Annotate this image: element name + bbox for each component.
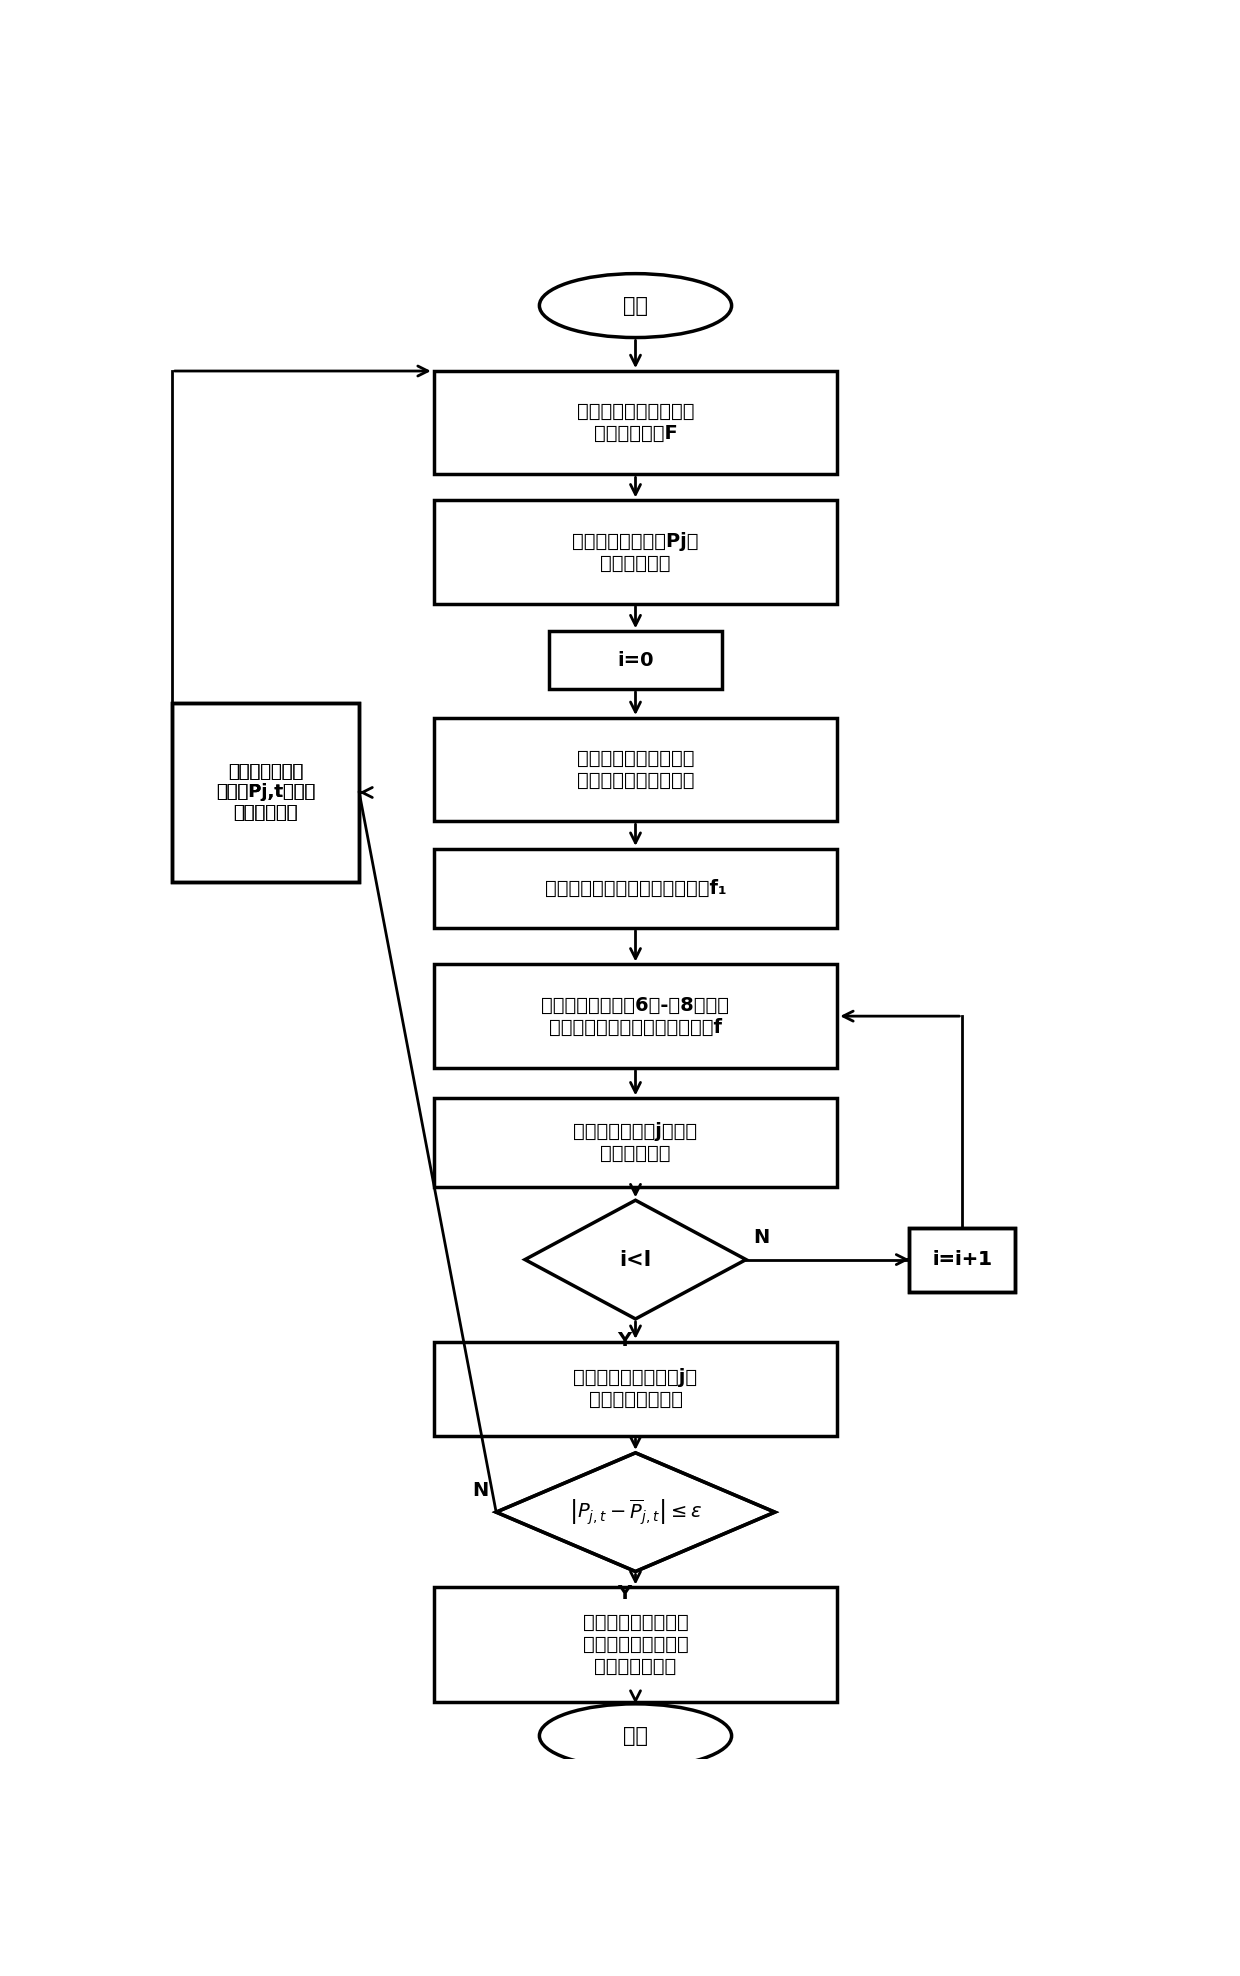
Bar (434, 1587, 837, 1701)
Bar (434, 500, 837, 605)
Bar (434, 964, 837, 1067)
Bar (434, 371, 837, 474)
Bar (909, 1227, 1016, 1292)
Text: Y: Y (618, 1332, 631, 1350)
Text: 将下层响应的充
电负荷Pj,t传递给
上层继续优化: 将下层响应的充 电负荷Pj,t传递给 上层继续优化 (216, 763, 315, 822)
Text: i=i+1: i=i+1 (932, 1251, 992, 1269)
Text: 采用遗传算法优化上层
模型目标函数F: 采用遗传算法优化上层 模型目标函数F (577, 403, 694, 443)
Bar (172, 703, 360, 881)
Text: $\left|P_{j,t}-\overline{P}_{j,t}\right|\leq\varepsilon$: $\left|P_{j,t}-\overline{P}_{j,t}\right|… (569, 1498, 702, 1527)
Text: 以最小偏差和式（6）-（8）为约
束，采用蚁群算法计算目标函数f: 以最小偏差和式（6）-（8）为约 束，采用蚁群算法计算目标函数f (542, 996, 729, 1037)
Bar (434, 1099, 837, 1186)
Text: 开始: 开始 (622, 296, 649, 316)
Text: 输入电动汽车参数、位
置信息、充电站信息等: 输入电动汽车参数、位 置信息、充电站信息等 (577, 749, 694, 790)
Text: i<I: i<I (619, 1249, 652, 1271)
Bar (909, 1227, 1016, 1292)
Bar (434, 850, 837, 929)
Text: Y: Y (618, 1583, 631, 1603)
Text: N: N (754, 1229, 770, 1247)
Text: 得到最佳充电站j并生成
最优充电路径: 得到最佳充电站j并生成 最优充电路径 (573, 1122, 698, 1164)
Text: 将下层响应的充
电负荷Pj,t传递给
上层继续优化: 将下层响应的充 电负荷Pj,t传递给 上层继续优化 (216, 763, 315, 822)
Text: 将得到的调度计划Pj传
给下层充电桩: 将得到的调度计划Pj传 给下层充电桩 (572, 532, 699, 573)
Bar (172, 703, 360, 881)
Text: 输出各充电站的最优
调度计划和各电动汽
车最优充电方案: 输出各充电站的最优 调度计划和各电动汽 车最优充电方案 (583, 1612, 688, 1676)
Text: i=0: i=0 (618, 650, 653, 670)
Bar (434, 717, 837, 822)
Text: 得到下层模型充电站j的
充电负荷调度计划: 得到下层模型充电站j的 充电负荷调度计划 (573, 1369, 698, 1409)
Text: 计算下层模型最小调度偏差函数f₁: 计算下层模型最小调度偏差函数f₁ (544, 879, 727, 897)
Text: N: N (472, 1480, 489, 1500)
Text: i=i+1: i=i+1 (932, 1251, 992, 1269)
Bar (434, 1342, 837, 1437)
Text: 结束: 结束 (622, 1725, 649, 1747)
Bar (549, 630, 722, 690)
